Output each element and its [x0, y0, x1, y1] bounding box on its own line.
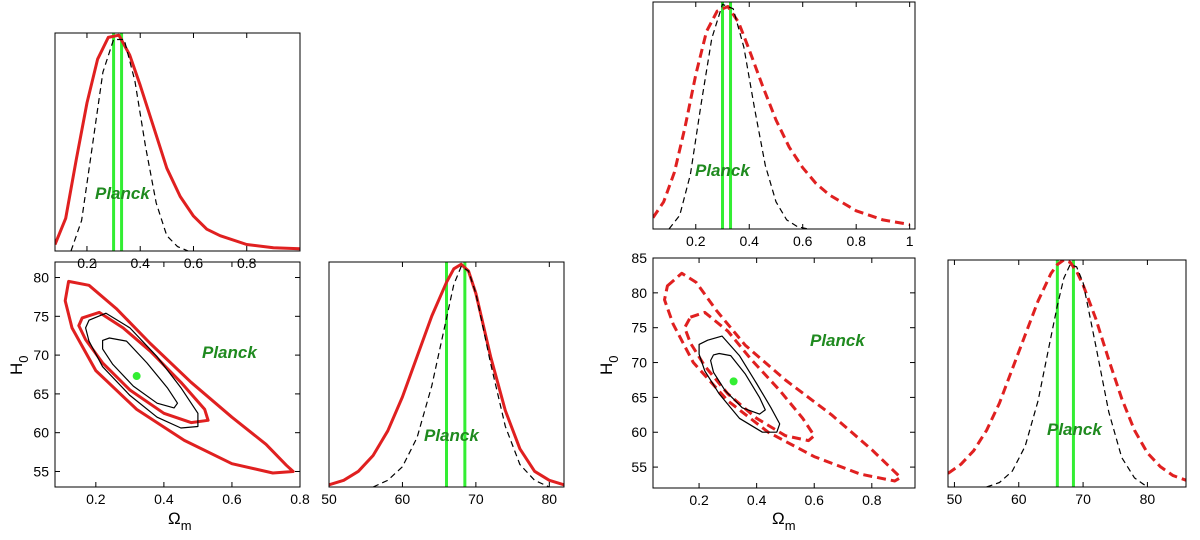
panel-left-contour: 0.2 0.4 0.6 0.8 55 60 65 70 75 80 Planck Ωm H0 — [7, 261, 310, 533]
axes-frame — [652, 1, 916, 230]
planck-annotation: Planck — [202, 343, 258, 362]
x-tick-label: 0.2 — [686, 233, 706, 249]
planck-best-fit-point — [729, 377, 738, 386]
x-tick-label: 0.4 — [747, 492, 767, 508]
plot-area — [55, 33, 300, 251]
series-black-68 — [102, 337, 179, 409]
x-tick-label: 0.6 — [222, 491, 242, 507]
planck-annotation: Planck — [95, 184, 151, 203]
x-tick-label: 0.8 — [290, 491, 310, 507]
x-axis-label: Ωm — [168, 509, 192, 533]
y-tick-label: 75 — [631, 320, 647, 336]
y-tick-label: 80 — [631, 285, 647, 301]
axes-frame — [54, 32, 301, 252]
series-red-solid — [55, 33, 300, 251]
x-tick-label: 80 — [1140, 491, 1156, 507]
x-tick-label: 1 — [906, 233, 914, 249]
x-tick-label: 0.6 — [184, 255, 204, 271]
series-red-dashed — [653, 5, 910, 226]
series-black-95 — [698, 335, 781, 433]
axes-frame — [54, 261, 301, 488]
series-red-dashed-inner — [683, 310, 816, 443]
planck-best-fit-point — [132, 372, 141, 381]
series-black-68 — [710, 352, 766, 415]
y-tick-label: 60 — [33, 425, 49, 441]
planck-annotation: Planck — [695, 161, 751, 180]
y-tick-label: 75 — [33, 308, 49, 324]
plot-area — [653, 2, 910, 229]
series-red-dashed — [948, 260, 1186, 482]
series-red-inner — [77, 310, 210, 425]
x-tick-label: 0.4 — [740, 233, 760, 249]
x-tick-label: 0.6 — [793, 233, 813, 249]
plot-area — [63, 279, 295, 475]
axes-frame — [947, 259, 1187, 488]
x-tick-label: 50 — [321, 491, 337, 507]
y-tick-label: 85 — [631, 250, 647, 266]
x-tick-label: 50 — [947, 491, 963, 507]
y-tick-label: 65 — [33, 386, 49, 402]
planck-annotation: Planck — [424, 426, 480, 445]
y-tick-label: 65 — [631, 389, 647, 405]
axes-frame — [652, 257, 916, 489]
plot-area — [948, 260, 1186, 487]
panel-right-contour: 0.2 0.4 0.6 0.8 55 60 65 70 75 80 85 Planck Ωm H0 — [597, 250, 916, 533]
series-black-dashed — [668, 3, 809, 229]
panel-right-omega-1d: 0.2 0.4 0.6 0.8 1 Planck — [652, 1, 916, 249]
x-tick-label: 0.2 — [77, 255, 97, 271]
y-tick-label: 80 — [33, 270, 49, 286]
x-tick-label: 0.4 — [154, 491, 174, 507]
series-red-solid — [329, 262, 564, 487]
x-tick-label: 70 — [468, 491, 484, 507]
x-tick-label: 70 — [1075, 491, 1091, 507]
y-tick-label: 55 — [33, 463, 49, 479]
x-tick-label: 0.4 — [130, 255, 150, 271]
x-tick-label: 0.2 — [689, 492, 709, 508]
series-red-outer — [63, 279, 295, 475]
x-tick-label: 60 — [1011, 491, 1027, 507]
planck-annotation: Planck — [810, 331, 866, 350]
x-tick-label: 0.6 — [804, 492, 824, 508]
x-tick-label: 0.8 — [846, 233, 866, 249]
panel-left-omega-1d: 0.2 0.4 0.6 0.8 Planck — [54, 32, 301, 271]
y-axis-label: H0 — [597, 355, 621, 375]
x-tick-label: 80 — [542, 491, 558, 507]
panel-right-h0-1d: 50 60 70 80 Planck — [947, 259, 1187, 507]
plot-area — [329, 262, 564, 487]
planck-annotation: Planck — [1047, 420, 1103, 439]
y-tick-label: 60 — [631, 424, 647, 440]
series-black-95 — [85, 312, 199, 429]
x-tick-label: 0.8 — [237, 255, 257, 271]
plot-area — [663, 271, 903, 483]
x-tick-label: 0.8 — [862, 492, 882, 508]
x-axis-label: Ωm — [772, 509, 796, 533]
y-tick-label: 70 — [631, 355, 647, 371]
panel-left-h0-1d: 50 60 70 80 Planck — [321, 261, 565, 507]
x-tick-label: 60 — [395, 491, 411, 507]
y-axis-label: H0 — [7, 355, 31, 375]
axes-frame — [328, 261, 565, 488]
series-black-dashed — [372, 265, 550, 487]
y-tick-label: 70 — [33, 347, 49, 363]
series-black-dashed — [986, 263, 1148, 487]
series-black-dashed — [70, 38, 189, 251]
x-tick-label: 0.2 — [86, 491, 106, 507]
y-tick-label: 55 — [631, 459, 647, 475]
series-red-dashed-outer — [663, 271, 903, 483]
